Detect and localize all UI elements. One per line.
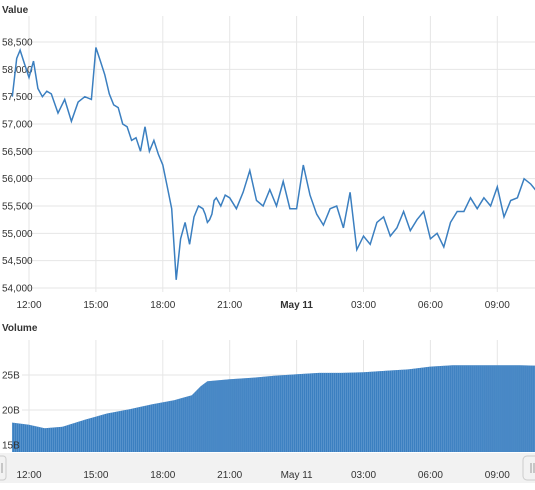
navigator-right-handle[interactable] (522, 455, 535, 481)
value-x-tick-label: 21:00 (217, 300, 242, 311)
navigator-band (0, 453, 535, 483)
value-x-tick-label: 15:00 (83, 300, 108, 311)
navigator[interactable]: 12:00 15:00 18:00 21:00 May 11 03:00 06:00 09:0… (0, 453, 535, 483)
navigator-left-handle[interactable] (0, 455, 7, 481)
value-x-tick-label: 03:00 (351, 300, 376, 311)
navigator-x-tick-label: 15:00 (83, 470, 108, 481)
volume-y-tick-label: 20B (2, 406, 20, 417)
navigator-x-tick-label: 06:00 (418, 470, 443, 481)
navigator-x-tick-label: 18:00 (150, 470, 175, 481)
value-series-line (11, 47, 535, 280)
value-x-tick-label: 18:00 (150, 300, 175, 311)
navigator-x-tick-label: 12:00 (16, 470, 41, 481)
value-y-tick-label: 55,000 (2, 229, 33, 240)
volume-panel-title: Volume (2, 323, 38, 334)
value-x-tick-label: May 11 (280, 300, 313, 311)
value-x-ticks: 12:00 15:00 18:00 21:00 May 11 03:00 06:00 09:0… (16, 300, 510, 311)
volume-y-tick-label: 15B (2, 441, 20, 452)
value-panel: Value 54,000 54,500 55,000 55,500 56,000 56,5… (2, 5, 535, 311)
value-y-tick-label: 58,000 (2, 65, 33, 76)
value-x-tick-label: 06:00 (418, 300, 443, 311)
value-y-tick-label: 57,500 (2, 92, 33, 103)
volume-bars (11, 365, 535, 452)
volume-y-tick-label: 25B (2, 371, 20, 382)
value-y-ticks: 54,000 54,500 55,000 55,500 56,000 56,500 57,0… (2, 38, 33, 295)
volume-panel: Volume 15B 20B 25B (2, 323, 535, 452)
value-y-tick-label: 56,500 (2, 147, 33, 158)
navigator-x-ticks: 12:00 15:00 18:00 21:00 May 11 03:00 06:00 09:0… (16, 470, 510, 481)
value-gridlines (22, 16, 535, 292)
volume-y-ticks: 15B 20B 25B (2, 371, 20, 452)
navigator-x-tick-label: 09:00 (485, 470, 510, 481)
value-x-tick-label: 09:00 (485, 300, 510, 311)
value-panel-title: Value (2, 5, 29, 16)
value-y-tick-label: 57,000 (2, 120, 33, 131)
value-y-tick-label: 54,500 (2, 256, 33, 267)
navigator-x-tick-label: May 11 (281, 470, 313, 481)
value-y-tick-label: 58,500 (2, 38, 33, 49)
navigator-x-tick-label: 03:00 (351, 470, 376, 481)
value-x-tick-label: 12:00 (16, 300, 41, 311)
value-y-tick-label: 56,000 (2, 174, 33, 185)
navigator-x-tick-label: 21:00 (217, 470, 242, 481)
value-y-tick-label: 55,500 (2, 202, 33, 213)
value-y-tick-label: 54,000 (2, 284, 33, 295)
